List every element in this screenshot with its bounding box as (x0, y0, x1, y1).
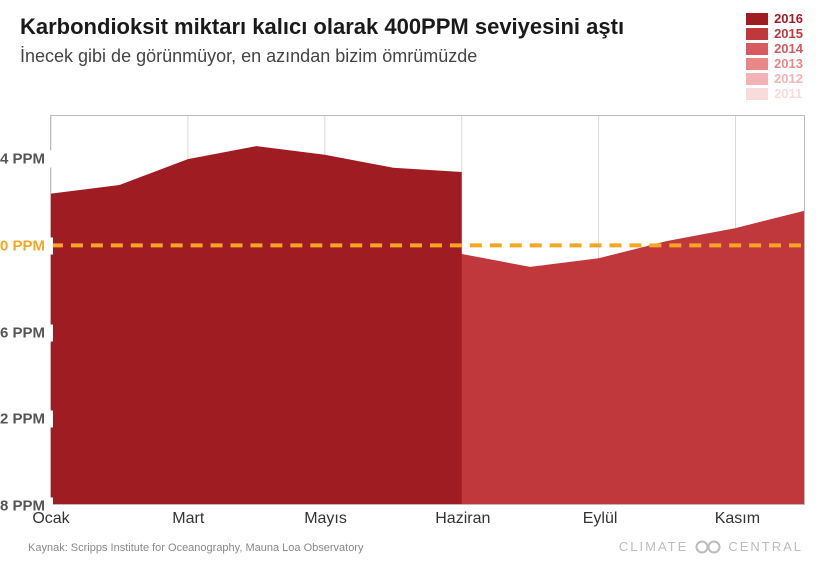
chart-title: Karbondioksit miktarı kalıcı olarak 400P… (20, 14, 624, 40)
legend-label: 2012 (774, 72, 803, 87)
source-credit: Kaynak: Scripps Institute for Oceanograp… (28, 542, 363, 554)
legend-swatch (746, 43, 768, 55)
legend-item: 2015 (746, 27, 803, 42)
y-axis-label: 392 PPM (0, 411, 53, 428)
brand-logo-icon (694, 540, 722, 554)
y-axis-label: 400 PPM (0, 238, 53, 255)
x-axis-label: Mayıs (304, 510, 347, 528)
x-axis-label: Haziran (435, 510, 490, 528)
series-2016 (51, 146, 462, 504)
chart-subtitle: İnecek gibi de görünmüyor, en azından bi… (20, 46, 477, 67)
brand-left: CLIMATE (619, 539, 688, 554)
legend-label: 2011 (774, 87, 802, 102)
x-axis-label: Mart (172, 510, 204, 528)
x-axis-label: Ocak (32, 510, 69, 528)
legend-label: 2013 (774, 57, 803, 72)
legend-item: 2013 (746, 57, 803, 72)
legend-swatch (746, 58, 768, 70)
legend: 201620152014201320122011 (746, 12, 803, 102)
legend-label: 2015 (774, 27, 803, 42)
legend-item: 2014 (746, 42, 803, 57)
legend-item: 2011 (746, 87, 803, 102)
legend-item: 2012 (746, 72, 803, 87)
brand-right: CENTRAL (728, 539, 803, 554)
legend-swatch (746, 88, 768, 100)
legend-swatch (746, 73, 768, 85)
legend-swatch (746, 28, 768, 40)
brand-watermark: CLIMATE CENTRAL (619, 539, 803, 554)
x-axis-label: Kasım (715, 510, 760, 528)
legend-label: 2016 (774, 12, 803, 27)
legend-swatch (746, 13, 768, 25)
legend-item: 2016 (746, 12, 803, 27)
y-axis-label: 396 PPM (0, 324, 53, 341)
x-axis-label: Eylül (583, 510, 618, 528)
y-axis-label: 404 PPM (0, 151, 53, 168)
legend-label: 2014 (774, 42, 803, 57)
area-chart: 404 PPM400 PPM396 PPM392 PPM388 PPMOcakM… (50, 115, 805, 505)
